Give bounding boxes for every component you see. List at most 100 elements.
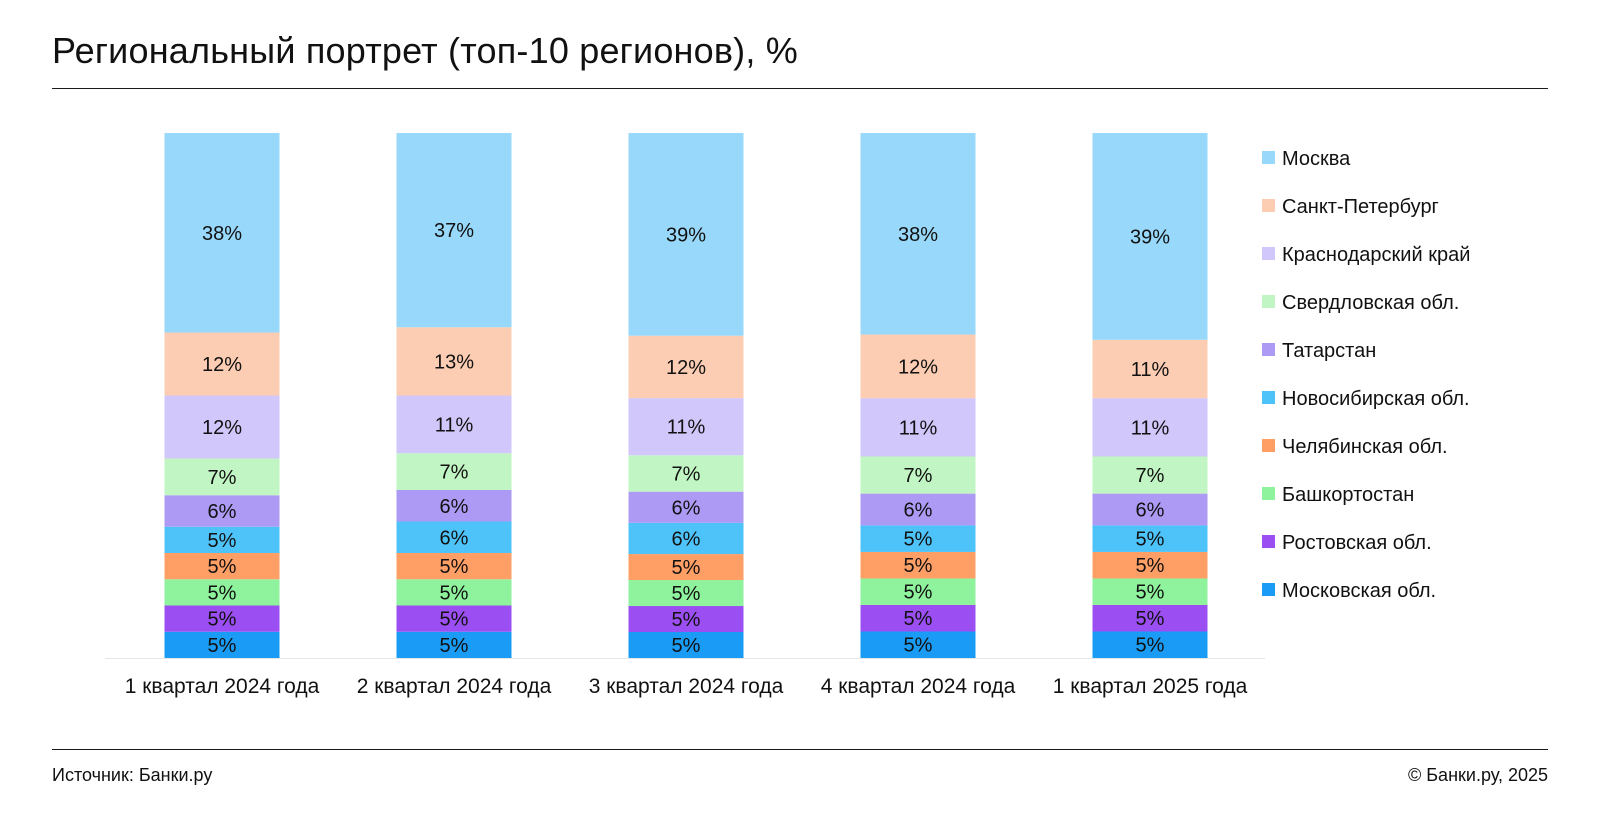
bar-segment	[628, 522, 744, 555]
bar-segment	[860, 551, 976, 579]
bar-segment	[628, 491, 744, 523]
bar-segment	[164, 605, 280, 632]
bar-segment	[1092, 339, 1208, 399]
bar-segment	[860, 578, 976, 605]
data-label: 6%	[1136, 500, 1165, 522]
bar-segment	[1092, 456, 1208, 494]
data-label: 5%	[208, 530, 237, 552]
bar-segment	[1092, 493, 1208, 526]
x-tick-label: 2 квартал 2024 года	[357, 675, 552, 698]
bar-segment	[1092, 604, 1208, 632]
bar-segment	[396, 453, 512, 490]
legend-swatch	[1262, 247, 1275, 260]
data-label: 12%	[898, 356, 938, 378]
bar-segment	[164, 133, 280, 333]
data-label: 5%	[440, 556, 469, 578]
data-label: 5%	[208, 609, 237, 631]
legend-label: Татарстан	[1282, 340, 1376, 362]
bar-segment	[860, 631, 976, 658]
bar-segment	[1092, 578, 1208, 605]
bar-segment	[396, 395, 512, 454]
data-label: 5%	[208, 635, 237, 657]
bar-segment	[164, 553, 280, 580]
legend-label: Санкт-Петербург	[1282, 196, 1439, 218]
data-label: 5%	[904, 555, 933, 577]
data-label: 5%	[1136, 555, 1165, 577]
bar-segment	[396, 490, 512, 522]
data-label: 38%	[898, 224, 938, 246]
data-label: 5%	[208, 556, 237, 578]
legend-swatch	[1262, 391, 1275, 404]
bar-segment	[628, 580, 744, 607]
data-label: 38%	[202, 223, 242, 245]
bar-segment	[396, 133, 512, 328]
data-label: 6%	[208, 501, 237, 523]
bar-segment	[164, 495, 280, 527]
bar-segment	[396, 521, 512, 553]
bar-segment	[1092, 551, 1208, 579]
footer-divider	[52, 749, 1548, 750]
data-label: 6%	[440, 527, 469, 549]
data-label: 7%	[440, 462, 469, 484]
bar-segment	[860, 334, 976, 399]
x-tick-label: 3 квартал 2024 года	[589, 675, 784, 698]
x-tick-label: 1 квартал 2025 года	[1053, 675, 1248, 698]
legend-swatch	[1262, 583, 1275, 596]
data-label: 12%	[202, 354, 242, 376]
data-label: 5%	[440, 609, 469, 631]
data-label: 5%	[904, 582, 933, 604]
bar-segment	[1092, 133, 1208, 340]
data-label: 11%	[1131, 359, 1170, 381]
bar-segment	[860, 493, 976, 526]
bar-segment	[628, 133, 744, 336]
legend-label: Башкортостан	[1282, 484, 1414, 506]
data-label: 6%	[440, 496, 469, 518]
data-label: 5%	[904, 608, 933, 630]
bar-segment	[860, 604, 976, 632]
bar-segment	[396, 631, 512, 658]
data-label: 7%	[1136, 465, 1165, 487]
legend-label: Челябинская обл.	[1282, 436, 1448, 458]
bar-segment	[1092, 525, 1208, 552]
data-label: 11%	[1131, 417, 1170, 439]
data-label: 5%	[672, 635, 701, 657]
data-label: 11%	[899, 417, 938, 439]
data-label: 5%	[208, 582, 237, 604]
legend-label: Краснодарский край	[1282, 244, 1470, 266]
bar-segment	[164, 458, 280, 496]
bar-segment	[860, 133, 976, 335]
data-label: 5%	[672, 609, 701, 631]
legend-label: Московская обл.	[1282, 580, 1436, 602]
bar-segment	[860, 525, 976, 552]
data-label: 5%	[1136, 582, 1165, 604]
data-label: 5%	[904, 635, 933, 657]
data-label: 5%	[440, 635, 469, 657]
x-tick-label: 4 квартал 2024 года	[821, 675, 1016, 698]
bar-segment	[396, 553, 512, 580]
legend-label: Новосибирская обл.	[1282, 388, 1470, 410]
bar-segment	[1092, 398, 1208, 457]
legend-swatch	[1262, 295, 1275, 308]
bar-segment	[628, 335, 744, 399]
bar-segment	[628, 398, 744, 456]
data-label: 7%	[904, 465, 933, 487]
data-label: 7%	[672, 463, 701, 485]
chart-title: Региональный портрет (топ-10 регионов), …	[52, 30, 798, 71]
copyright-note: © Банки.ру, 2025	[1407, 765, 1548, 785]
legend-label: Ростовская обл.	[1282, 532, 1432, 554]
bar-segment	[628, 455, 744, 492]
bar-segment	[860, 398, 976, 457]
data-label: 13%	[434, 351, 474, 373]
data-label: 5%	[904, 529, 933, 551]
data-label: 6%	[672, 497, 701, 519]
title-divider	[52, 88, 1548, 89]
data-label: 12%	[202, 417, 242, 439]
bar-segment	[164, 526, 280, 553]
bar-segment	[164, 631, 280, 658]
data-label: 5%	[440, 582, 469, 604]
bar-segment	[164, 332, 280, 396]
data-label: 6%	[672, 528, 701, 550]
legend-swatch	[1262, 151, 1275, 164]
bar-segment	[860, 456, 976, 494]
